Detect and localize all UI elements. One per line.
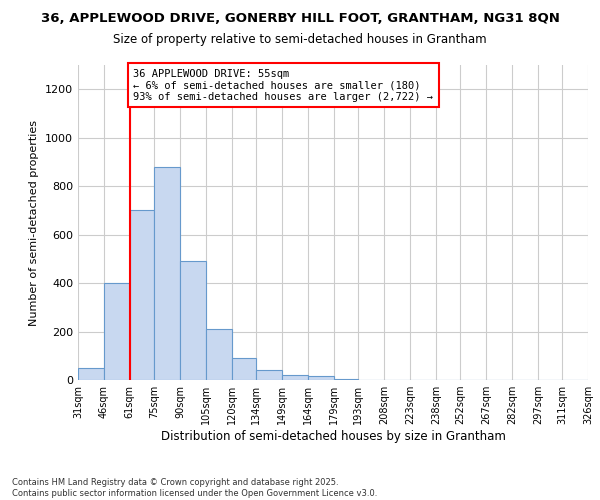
Bar [206, 329, 232, 380]
Bar [78, 368, 104, 380]
Text: Contains HM Land Registry data © Crown copyright and database right 2025.
Contai: Contains HM Land Registry data © Crown c… [12, 478, 377, 498]
Bar [308, 376, 334, 380]
Bar [130, 210, 154, 380]
Bar [256, 370, 282, 380]
Bar [334, 379, 358, 380]
Bar [232, 358, 256, 380]
X-axis label: Distribution of semi-detached houses by size in Grantham: Distribution of semi-detached houses by … [161, 430, 505, 443]
Y-axis label: Number of semi-detached properties: Number of semi-detached properties [29, 120, 40, 326]
Bar [180, 262, 206, 380]
Bar [282, 375, 308, 380]
Text: 36, APPLEWOOD DRIVE, GONERBY HILL FOOT, GRANTHAM, NG31 8QN: 36, APPLEWOOD DRIVE, GONERBY HILL FOOT, … [41, 12, 559, 26]
Bar [104, 283, 130, 380]
Text: Size of property relative to semi-detached houses in Grantham: Size of property relative to semi-detach… [113, 32, 487, 46]
Text: 36 APPLEWOOD DRIVE: 55sqm
← 6% of semi-detached houses are smaller (180)
93% of : 36 APPLEWOOD DRIVE: 55sqm ← 6% of semi-d… [133, 68, 433, 102]
Bar [154, 167, 180, 380]
